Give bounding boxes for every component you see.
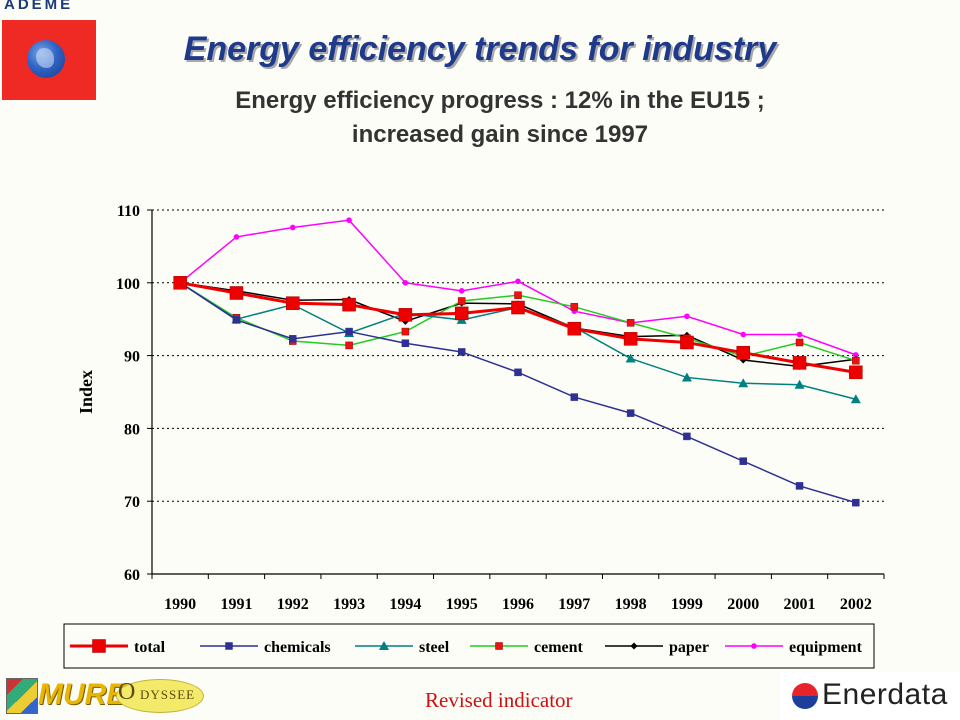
data-point-chemicals [795, 482, 804, 490]
data-point-chemicals [289, 335, 297, 343]
data-point-total [849, 365, 863, 380]
data-point-cement [514, 291, 522, 299]
legend-label-total: total [134, 639, 166, 656]
x-tick-label: 2001 [784, 596, 816, 613]
x-tick-label: 2002 [840, 596, 872, 613]
y-tick-label: 70 [124, 494, 140, 511]
x-tick-label: 1996 [502, 596, 534, 613]
legend-marker-steel [379, 641, 389, 650]
x-tick-label: 1997 [558, 596, 590, 613]
slide-title: Energy efficiency trends for industry [183, 30, 777, 68]
data-point-cement [345, 341, 353, 350]
odyssee-logo-initial: O [118, 679, 136, 705]
data-point-equipment [289, 224, 296, 231]
data-point-steel [625, 353, 636, 363]
legend-marker-total [92, 639, 106, 653]
data-point-total [736, 345, 750, 360]
data-point-cement [401, 327, 410, 336]
legend-marker-chemicals [225, 642, 233, 650]
data-point-cement [626, 319, 635, 327]
data-point-chemicals [570, 393, 579, 401]
y-tick-label: 110 [117, 203, 140, 220]
data-point-chemicals [852, 498, 860, 507]
data-point-equipment [515, 278, 521, 285]
x-tick-label: 2000 [727, 596, 759, 613]
y-axis-label: Index [76, 370, 96, 414]
data-point-total [342, 297, 356, 312]
enerdata-logo-icon [792, 683, 818, 709]
data-point-cement [852, 356, 860, 365]
data-point-total [511, 300, 525, 315]
data-point-chemicals [345, 327, 353, 336]
data-point-cement [570, 303, 579, 311]
data-point-equipment [233, 234, 240, 240]
revised-indicator-note: Revised indicator [425, 688, 573, 712]
x-tick-label: 1994 [389, 596, 421, 613]
data-point-total [680, 335, 694, 350]
legend-marker-cement [495, 642, 503, 650]
data-point-chemicals [514, 368, 522, 377]
x-tick-label: 1998 [615, 596, 647, 613]
legend-label-equipment: equipment [789, 639, 863, 656]
data-point-total [454, 306, 469, 321]
x-tick-label: 1991 [220, 596, 252, 613]
data-point-total [567, 321, 582, 336]
y-tick-label: 80 [124, 421, 140, 438]
mure-logo-text: MURE [38, 678, 127, 711]
data-point-chemicals [232, 316, 241, 324]
data-point-total [173, 276, 187, 290]
data-point-cement [457, 297, 466, 305]
data-point-chemicals [626, 409, 635, 417]
ademe-logo-text: ADEME [4, 0, 74, 13]
data-point-equipment [458, 288, 465, 294]
data-point-chemicals [401, 339, 410, 347]
odyssee-logo-oval [116, 679, 204, 713]
globe-icon [27, 40, 65, 78]
enerdata-logo: Enerdata [780, 672, 960, 720]
x-tick-label: 1995 [446, 596, 478, 613]
y-tick-label: 90 [124, 349, 140, 366]
data-point-total [792, 356, 807, 370]
legend-label-chemicals: chemicals [264, 639, 331, 656]
data-point-total [286, 296, 300, 310]
x-tick-label: 1999 [671, 596, 703, 613]
legend-box [63, 623, 875, 669]
odyssee-logo-text: DYSSEE [140, 687, 196, 702]
data-point-chemicals [457, 348, 466, 356]
x-tick-label: 1993 [333, 596, 365, 613]
data-point-chemicals [739, 457, 747, 465]
x-tick-label: 1990 [164, 596, 196, 613]
data-point-steel [738, 378, 749, 388]
data-point-equipment [853, 352, 859, 358]
data-point-total [229, 286, 244, 300]
data-point-equipment [402, 280, 409, 286]
x-tick-label: 1992 [277, 596, 309, 613]
slide-subtitle: Energy efficiency progress : 12% in the … [235, 87, 765, 148]
enerdata-logo-text: Enerdata [822, 678, 948, 711]
data-point-steel [850, 394, 861, 404]
mure-odyssee-logo: MURE O DYSSEE [6, 678, 204, 714]
legend-marker-paper [630, 642, 638, 650]
mure-logo-icon [6, 678, 38, 714]
series-line-chemicals [179, 282, 857, 504]
data-point-steel [681, 372, 692, 382]
data-point-steel [794, 379, 805, 389]
legend-label-cement: cement [534, 639, 584, 656]
legend-label-steel: steel [419, 639, 450, 656]
data-point-equipment [796, 331, 803, 338]
data-point-chemicals [683, 432, 691, 441]
data-point-total [398, 308, 413, 322]
legend-marker-equipment [751, 643, 757, 649]
data-point-equipment [740, 331, 747, 338]
data-point-cement [795, 338, 804, 347]
data-point-equipment [684, 313, 690, 320]
y-tick-label: 100 [116, 276, 140, 293]
y-tick-label: 60 [124, 567, 140, 584]
data-point-total [623, 332, 638, 346]
data-point-equipment [346, 217, 352, 223]
legend-label-paper: paper [669, 639, 709, 656]
